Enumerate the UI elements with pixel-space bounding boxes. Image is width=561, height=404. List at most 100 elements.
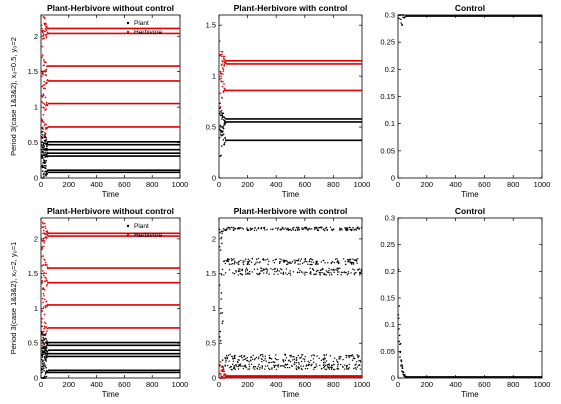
data-point — [258, 262, 260, 264]
data-point — [44, 69, 46, 71]
data-point — [324, 227, 327, 230]
data-point — [218, 137, 221, 139]
data-point — [298, 367, 300, 369]
data-point — [41, 151, 44, 154]
data-point — [324, 364, 327, 367]
x-tick-label: 0 — [39, 380, 43, 389]
data-point — [44, 133, 47, 135]
data-point — [301, 368, 303, 371]
data-point — [296, 227, 299, 230]
data-point — [219, 106, 222, 108]
data-point — [345, 365, 348, 367]
data-point — [43, 145, 45, 148]
data-point — [41, 119, 44, 122]
data-point — [352, 357, 355, 359]
data-point — [310, 359, 312, 362]
data-point — [41, 136, 43, 139]
data-point — [336, 367, 338, 370]
data-point — [45, 36, 48, 39]
data-point — [222, 73, 224, 75]
data-point — [327, 365, 329, 368]
data-point — [233, 260, 236, 263]
data-point — [344, 364, 346, 366]
data-point — [337, 361, 339, 363]
data-point — [315, 365, 318, 367]
chart-panel-3: Control 0 200 400 600 800 1000 0 0.05 0.1 0.15 0.2 0… — [380, 3, 550, 199]
data-point — [323, 354, 325, 356]
data-point — [344, 227, 346, 229]
data-point — [219, 312, 222, 315]
chart-title: Control — [455, 3, 485, 13]
data-point — [41, 45, 43, 48]
data-point — [358, 228, 360, 230]
chart-panel-1: Plant-Herbivore without control 0 200 400 60… — [9, 3, 188, 199]
data-point — [41, 360, 44, 363]
data-point — [255, 356, 258, 359]
data-point — [325, 274, 327, 276]
data-point — [230, 257, 232, 260]
data-point — [41, 126, 44, 129]
data-point — [225, 260, 227, 262]
data-point — [45, 149, 47, 152]
data-point — [297, 263, 299, 265]
data-point — [314, 226, 316, 229]
data-point — [45, 124, 48, 126]
y-tick-label: 1 — [212, 72, 216, 81]
data-point — [219, 373, 222, 375]
data-point — [224, 123, 227, 125]
data-point — [46, 340, 48, 342]
series-black — [397, 268, 542, 379]
data-point — [250, 356, 253, 358]
data-point — [242, 261, 244, 264]
series-herbivore — [40, 14, 180, 137]
data-point — [360, 268, 362, 271]
data-point — [287, 261, 289, 264]
data-point — [282, 365, 284, 367]
data-point — [241, 268, 244, 270]
data-point — [42, 93, 45, 95]
y-tick-label: 1 — [212, 304, 216, 313]
data-point — [41, 166, 44, 168]
data-point — [330, 262, 332, 265]
data-point — [234, 368, 236, 370]
data-point — [44, 83, 46, 86]
data-point — [244, 258, 247, 260]
data-point — [340, 274, 342, 276]
data-point — [42, 377, 45, 379]
data-point — [246, 269, 249, 271]
data-point — [306, 228, 308, 230]
data-point — [235, 364, 237, 366]
data-point — [352, 262, 355, 264]
data-point — [221, 131, 224, 134]
data-point — [250, 261, 253, 263]
data-point — [398, 17, 400, 20]
data-point — [314, 228, 316, 231]
data-point — [225, 354, 228, 357]
data-point — [293, 358, 296, 360]
data-point — [224, 364, 226, 366]
data-point — [309, 257, 312, 260]
plot-frame — [218, 14, 363, 179]
data-point — [310, 263, 312, 266]
data-point — [297, 226, 299, 228]
data-point — [233, 357, 235, 360]
data-point — [314, 366, 317, 369]
data-point — [293, 361, 296, 364]
data-point — [322, 358, 324, 361]
x-tick-label: 0 — [396, 180, 400, 189]
data-point — [324, 262, 326, 264]
data-point — [320, 368, 323, 370]
data-point — [44, 122, 46, 125]
data-point — [297, 268, 300, 270]
data-point — [222, 369, 224, 371]
data-point — [338, 271, 340, 273]
x-tick-label: 600 — [299, 180, 312, 189]
data-point — [265, 267, 267, 270]
data-point — [312, 354, 314, 356]
data-point — [289, 274, 292, 276]
data-point — [44, 334, 47, 337]
data-point — [41, 270, 44, 272]
x-axis-label: Time — [102, 390, 120, 399]
data-point — [265, 360, 267, 362]
data-point — [233, 258, 235, 260]
